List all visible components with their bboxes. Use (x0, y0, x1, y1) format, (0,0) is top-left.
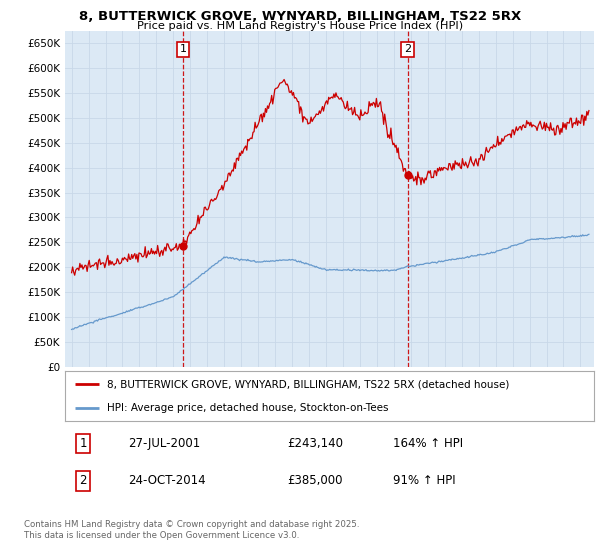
Text: 24-OCT-2014: 24-OCT-2014 (128, 474, 206, 487)
Text: Contains HM Land Registry data © Crown copyright and database right 2025.
This d: Contains HM Land Registry data © Crown c… (24, 520, 359, 540)
Text: 91% ↑ HPI: 91% ↑ HPI (393, 474, 455, 487)
Point (178, 241, 188, 250)
Text: 1: 1 (80, 437, 87, 450)
Point (403, 171, 412, 180)
Text: 8, BUTTERWICK GROVE, WYNYARD, BILLINGHAM, TS22 5RX (detached house): 8, BUTTERWICK GROVE, WYNYARD, BILLINGHAM… (107, 379, 509, 389)
Text: 1: 1 (179, 44, 187, 54)
Text: HPI: Average price, detached house, Stockton-on-Tees: HPI: Average price, detached house, Stoc… (107, 403, 389, 413)
Text: 2: 2 (80, 474, 87, 487)
Text: 164% ↑ HPI: 164% ↑ HPI (393, 437, 463, 450)
Text: £385,000: £385,000 (287, 474, 343, 487)
Text: 2: 2 (404, 44, 411, 54)
Text: 27-JUL-2001: 27-JUL-2001 (128, 437, 200, 450)
Text: 8, BUTTERWICK GROVE, WYNYARD, BILLINGHAM, TS22 5RX: 8, BUTTERWICK GROVE, WYNYARD, BILLINGHAM… (79, 10, 521, 23)
Text: £243,140: £243,140 (287, 437, 343, 450)
Text: Price paid vs. HM Land Registry's House Price Index (HPI): Price paid vs. HM Land Registry's House … (137, 21, 463, 31)
